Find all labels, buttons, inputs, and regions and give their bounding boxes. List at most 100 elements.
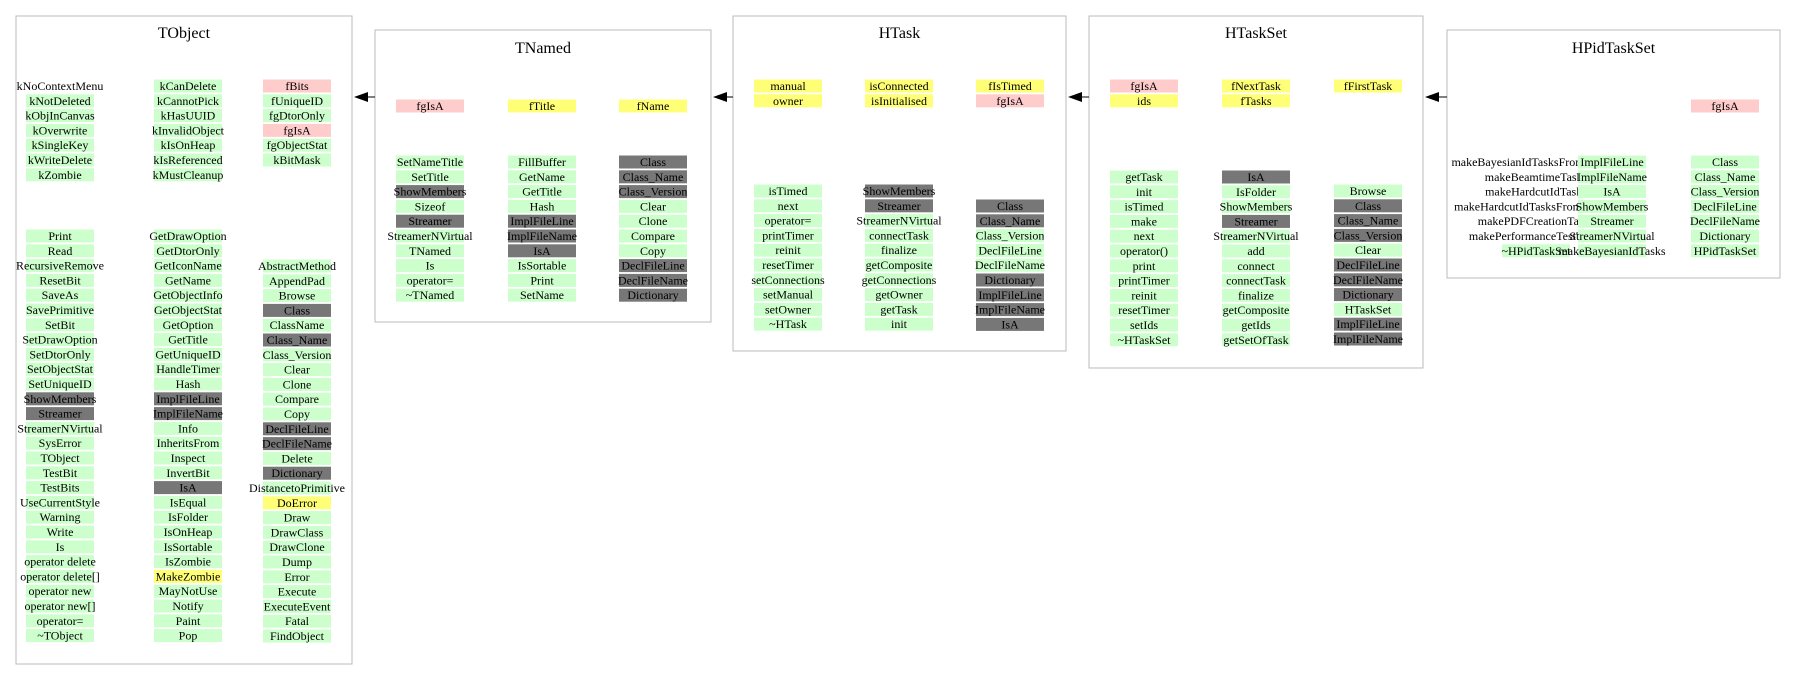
tnamed-method: operator=	[407, 273, 454, 287]
tobject-member-bg	[26, 123, 94, 137]
tnamed-method: Compare	[631, 229, 675, 243]
tobject-method-bg	[154, 569, 222, 583]
hpidtaskset-method: Streamer	[1590, 214, 1633, 228]
tnamed-method-bg	[508, 185, 576, 199]
tnamed-method-bg	[396, 273, 464, 287]
htask-method-bg	[754, 258, 822, 272]
hpidtaskset-method: DeclFileName	[1690, 214, 1760, 228]
tobject-method: GetDtorOnly	[156, 244, 219, 258]
tnamed-method-bg	[619, 185, 687, 199]
hpidtaskset-method-bg	[1691, 199, 1759, 213]
hpidtaskset-method: makeBeamtimeTasks	[1485, 170, 1588, 184]
tobject-method: IsFolder	[168, 510, 208, 524]
tnamed-method: SetName	[520, 288, 564, 302]
htask-method: isTimed	[769, 184, 808, 198]
tobject-member: kBitMask	[273, 153, 320, 167]
tobject-method-bg	[263, 437, 331, 451]
htask-method-bg	[754, 214, 822, 228]
htask-method-bg	[976, 258, 1044, 272]
tnamed-method: ShowMembers	[394, 185, 467, 199]
htask-method-bg	[865, 243, 933, 257]
tobject-method-bg	[154, 466, 222, 480]
tobject-method: ResetBit	[39, 273, 81, 287]
htask-member-bg	[754, 79, 822, 93]
htask-method: setManual	[763, 288, 814, 302]
htask-member: fIsTimed	[988, 79, 1032, 93]
htaskset-member: fTasks	[1240, 94, 1271, 108]
tobject-method: Is	[56, 540, 65, 554]
htaskset-method-bg	[1334, 317, 1402, 331]
htask-method: ShowMembers	[863, 184, 936, 198]
tobject-method: Read	[48, 244, 73, 258]
tobject-method: operator delete[]	[20, 569, 100, 583]
hpidtaskset-method-bg	[1691, 185, 1759, 199]
tobject-method-bg	[26, 466, 94, 480]
tobject-method-bg	[263, 496, 331, 510]
tobject-method: Class_Name	[267, 333, 328, 347]
tobject-method: SavePrimitive	[26, 303, 94, 317]
htask-method-bg	[865, 317, 933, 331]
tobject-method: IsA	[179, 481, 197, 495]
tnamed-method-bg	[396, 259, 464, 273]
htask-method-bg	[976, 229, 1044, 243]
tnamed-method: ~TNamed	[406, 288, 454, 302]
htaskset-method: ImplFileLine	[1336, 317, 1399, 331]
tobject-method-bg	[154, 347, 222, 361]
tobject-member: kIsOnHeap	[161, 138, 216, 152]
tnamed-method-bg	[508, 214, 576, 228]
tobject-method: DeclFileName	[262, 437, 332, 451]
tobject-method: MakeZombie	[156, 569, 221, 583]
tobject-method: GetUniqueID	[155, 347, 221, 361]
htaskset-method-bg	[1222, 200, 1290, 214]
tobject-method-bg	[26, 540, 94, 554]
tobject-member: fBits	[285, 79, 309, 93]
tobject-method-bg	[154, 510, 222, 524]
htask-method-bg	[865, 184, 933, 198]
tobject-method: StreamerNVirtual	[17, 421, 103, 435]
htaskset-method-bg	[1110, 244, 1178, 258]
tobject-member-bg	[263, 94, 331, 108]
tobject-method-bg	[154, 303, 222, 317]
htask-method: next	[778, 199, 799, 213]
tobject-method: DeclFileLine	[265, 422, 328, 436]
tobject-method: Hash	[176, 377, 201, 391]
htask-member: manual	[770, 79, 806, 93]
htask-member: isInitialised	[871, 94, 927, 108]
hpidtaskset-method: Class	[1712, 155, 1738, 169]
htaskset-method-bg	[1110, 333, 1178, 347]
tnamed-method-bg	[508, 170, 576, 184]
tobject-method-bg	[154, 436, 222, 450]
tobject-method-bg	[26, 421, 94, 435]
tobject-method: SetUniqueID	[28, 377, 92, 391]
tobject-method: SaveAs	[42, 288, 79, 302]
tobject-method-bg	[263, 289, 331, 303]
hpidtaskset-method: IsA	[1603, 185, 1621, 199]
htask-method-bg	[754, 302, 822, 316]
tnamed-method: GetName	[519, 170, 565, 184]
tobject-method-bg	[263, 259, 331, 273]
tobject-method: Warning	[39, 510, 80, 524]
tobject-method-bg	[26, 599, 94, 613]
htask-method: reinit	[775, 243, 801, 257]
hpidtaskset-method: ~HPidTaskSet	[1502, 244, 1572, 258]
hpidtaskset-method: makeHardcutIdTasks	[1485, 185, 1587, 199]
tnamed-method: StreamerNVirtual	[387, 229, 473, 243]
tobject-method-bg	[263, 585, 331, 599]
tnamed-method: Dictionary	[627, 288, 678, 302]
hpidtaskset-method: ImplFileLine	[1580, 155, 1643, 169]
tnamed-method: IsA	[533, 244, 551, 258]
tnamed-method: DeclFileLine	[621, 259, 684, 273]
tobject-method-bg	[263, 525, 331, 539]
tobject-method: Error	[284, 570, 309, 584]
htaskset-method-bg	[1222, 185, 1290, 199]
tobject-method-bg	[154, 555, 222, 569]
htaskset-method: Browse	[1350, 184, 1387, 198]
htaskset-method-bg	[1334, 199, 1402, 213]
htask-method-bg	[976, 303, 1044, 317]
tnamed-method: Class_Version	[619, 185, 688, 199]
htask-method: setConnections	[751, 273, 825, 287]
tobject-member-bg	[263, 138, 331, 152]
tnamed-member-bg	[396, 99, 464, 113]
tobject-method-bg	[263, 377, 331, 391]
tobject-method: GetObjectInfo	[153, 288, 222, 302]
